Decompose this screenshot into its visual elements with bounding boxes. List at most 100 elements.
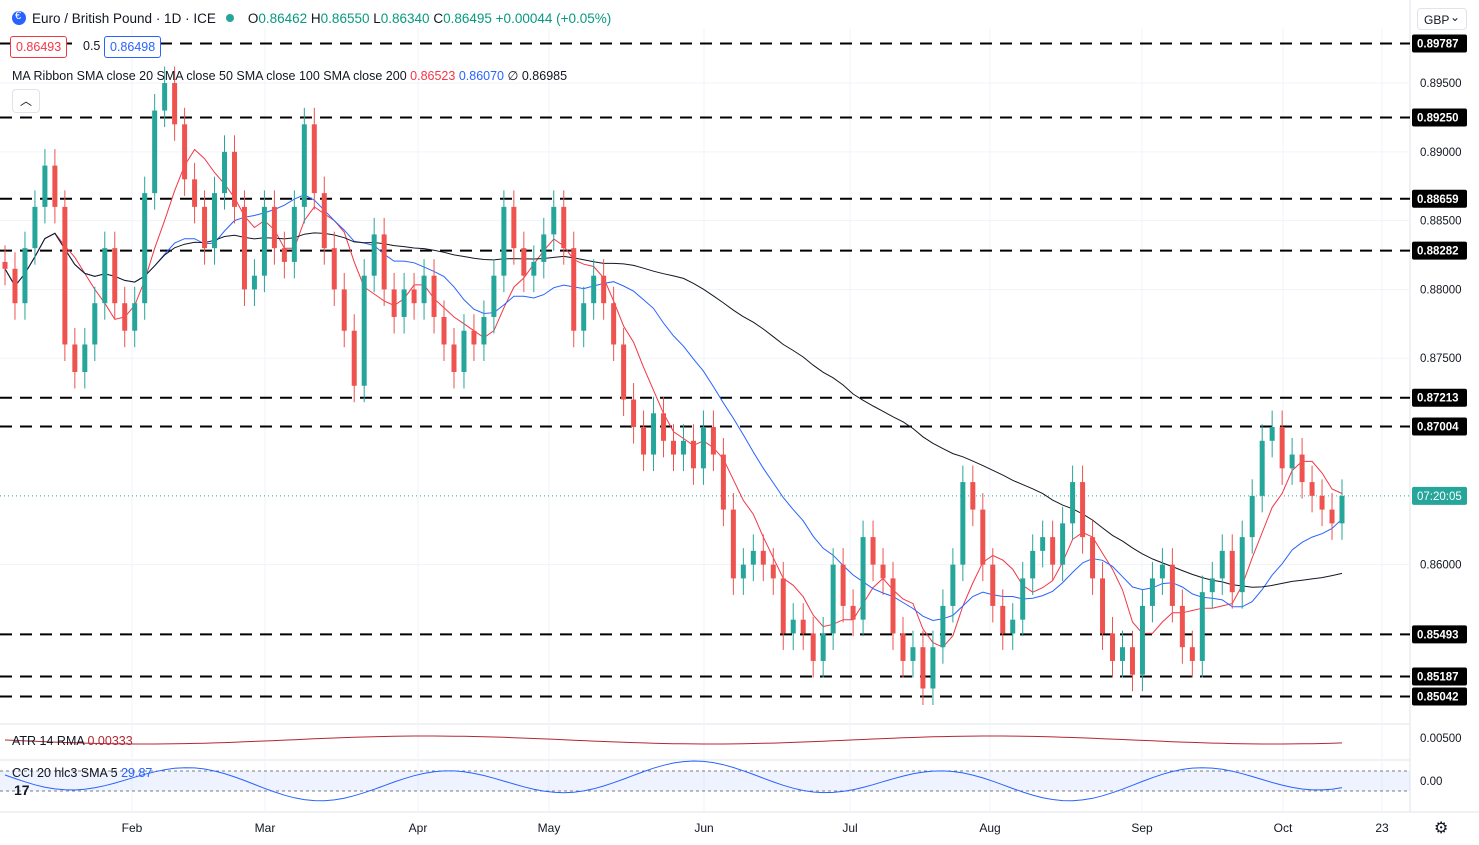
candle-body	[451, 344, 457, 372]
level-label: 0.87213	[1417, 393, 1459, 405]
candle-body	[840, 564, 846, 606]
candle-body	[371, 234, 377, 276]
candle-body	[172, 83, 178, 125]
market-status-icon	[225, 14, 234, 22]
time-tick-label: Jun	[694, 821, 713, 835]
candle-body	[1119, 647, 1125, 661]
candle-body	[132, 303, 138, 331]
candle-body	[521, 248, 527, 276]
candle-body	[1159, 564, 1165, 579]
candle-body	[192, 179, 198, 207]
candle-body	[491, 275, 497, 317]
candle-body	[431, 275, 437, 317]
cci-band	[0, 771, 1410, 791]
candle-body	[251, 275, 257, 290]
candle-body	[760, 550, 766, 565]
candle-body	[1179, 605, 1185, 648]
candle-body	[122, 303, 128, 331]
candle-body	[351, 330, 357, 386]
level-label-bg	[1412, 687, 1467, 706]
candle-body	[770, 564, 776, 579]
level-label-bg	[1412, 388, 1467, 407]
sell-button[interactable]: 0.86493	[10, 36, 68, 58]
atr-legend[interactable]: ATR 14 RMA 0.00333	[12, 734, 133, 748]
candle-body	[820, 633, 826, 661]
candle-body	[900, 633, 906, 661]
candle-body	[1030, 550, 1036, 579]
candle-body	[541, 234, 547, 262]
candle-body	[890, 578, 896, 634]
candle-body	[1299, 454, 1305, 483]
level-label-bg	[1412, 108, 1467, 127]
candle-body	[341, 289, 347, 331]
candle-body	[940, 605, 946, 648]
candle-body	[1000, 605, 1006, 634]
candle-body	[241, 206, 247, 290]
buy-button[interactable]: 0.86498	[104, 36, 162, 58]
candle-body	[82, 344, 88, 372]
candle-body	[1259, 440, 1265, 496]
time-tick-label: Aug	[979, 821, 1000, 835]
candle-body	[202, 206, 208, 249]
candle-body	[930, 647, 936, 689]
candle-body	[102, 248, 108, 304]
candle-body	[1189, 647, 1195, 661]
candle-body	[401, 289, 407, 317]
candle-body	[32, 206, 38, 249]
candle-body	[1060, 523, 1066, 565]
symbol-name: Euro / British Pound · 1D · ICE	[32, 11, 216, 26]
candle-body	[222, 151, 228, 194]
time-tick-label: Jul	[842, 821, 857, 835]
candle-body	[142, 193, 148, 304]
ma-ribbon-legend[interactable]: MA Ribbon SMA close 20 SMA close 50 SMA …	[12, 69, 568, 83]
candle-body	[920, 647, 926, 689]
candle-body	[601, 275, 607, 304]
candle-body	[461, 330, 467, 372]
price-tick-label: 0.89500	[1420, 78, 1462, 90]
candle-body	[1040, 537, 1046, 551]
cci-tick-label: 0.00	[1420, 776, 1442, 788]
tradingview-logo-icon: 17	[14, 782, 30, 798]
ma50-value: 0.86070	[458, 69, 504, 83]
candle-body	[710, 427, 716, 455]
candle-body	[1269, 427, 1275, 441]
candle-body	[990, 564, 996, 606]
candle-body	[830, 564, 836, 634]
candle-body	[810, 633, 816, 661]
level-label: 0.85493	[1417, 629, 1459, 641]
candle-body	[271, 206, 277, 249]
collapse-legend-button[interactable]: ︿	[12, 89, 40, 113]
currency-select[interactable]: GBP	[1417, 6, 1467, 30]
candle-body	[860, 537, 866, 620]
candle-body	[1010, 619, 1016, 634]
candle-body	[571, 248, 577, 331]
candle-body	[720, 454, 726, 510]
candle-body	[281, 248, 287, 262]
candle-body	[92, 303, 98, 345]
candle-body	[441, 316, 447, 345]
candle-body	[1129, 647, 1135, 675]
price-tick-label: 0.88000	[1420, 284, 1462, 296]
candle-body	[22, 248, 28, 304]
candle-body	[1309, 482, 1315, 496]
candle-body	[1090, 537, 1096, 579]
time-tick-label: Apr	[409, 821, 428, 835]
candle-body	[381, 234, 387, 290]
candle-body	[651, 413, 657, 455]
cci-legend[interactable]: CCI 20 hlc3 SMA 5 29.87	[12, 766, 153, 780]
candle-body	[1080, 482, 1086, 538]
candle-body	[1139, 605, 1145, 675]
symbol-title[interactable]: Euro / British Pound · 1D · ICE O0.86462 …	[12, 10, 612, 26]
candle-body	[551, 206, 557, 235]
candle-body	[611, 303, 617, 345]
candle-body	[790, 619, 796, 634]
time-tick-label: Feb	[122, 821, 143, 835]
candle-body	[780, 578, 786, 634]
ohlc-values: O0.86462 H0.86550 L0.86340 C0.86495 +0.0…	[247, 11, 612, 26]
ma20-value: 0.86523	[410, 69, 456, 83]
level-label-bg	[1412, 241, 1467, 260]
level-label-bg	[1412, 625, 1467, 644]
gear-icon[interactable]: ⚙	[1434, 820, 1449, 837]
